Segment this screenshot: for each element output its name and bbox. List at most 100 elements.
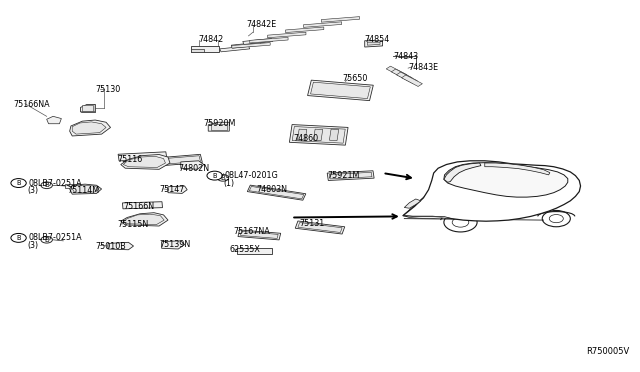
Polygon shape xyxy=(72,122,106,134)
Polygon shape xyxy=(310,82,371,99)
Polygon shape xyxy=(83,105,93,111)
Polygon shape xyxy=(327,171,374,180)
Text: 74860: 74860 xyxy=(293,134,318,143)
Text: 75130: 75130 xyxy=(95,85,120,94)
Text: 75139N: 75139N xyxy=(159,240,190,249)
Polygon shape xyxy=(237,248,273,254)
Polygon shape xyxy=(191,49,204,52)
Text: 75114M: 75114M xyxy=(68,186,100,195)
Text: 75920M: 75920M xyxy=(204,119,236,128)
Text: 08LB7-0251A: 08LB7-0251A xyxy=(28,179,82,187)
Text: 75650: 75650 xyxy=(342,74,368,83)
Polygon shape xyxy=(208,122,229,131)
Polygon shape xyxy=(484,163,550,175)
Text: 08LB7-0251A: 08LB7-0251A xyxy=(28,233,82,243)
Polygon shape xyxy=(250,186,304,199)
Polygon shape xyxy=(250,37,288,43)
Polygon shape xyxy=(444,163,568,197)
Text: R750005V: R750005V xyxy=(586,347,630,356)
Text: 74843E: 74843E xyxy=(408,63,438,72)
Polygon shape xyxy=(161,156,200,164)
Text: B: B xyxy=(221,175,225,181)
Polygon shape xyxy=(386,66,407,78)
Polygon shape xyxy=(365,41,383,47)
Text: B: B xyxy=(44,182,49,188)
Polygon shape xyxy=(403,161,580,221)
Polygon shape xyxy=(47,116,61,124)
Polygon shape xyxy=(180,161,204,169)
Polygon shape xyxy=(396,72,417,83)
Polygon shape xyxy=(124,156,166,167)
Polygon shape xyxy=(444,163,481,182)
Text: 08L47-0201G: 08L47-0201G xyxy=(224,171,278,180)
Polygon shape xyxy=(220,46,250,52)
Polygon shape xyxy=(268,32,306,38)
Text: 75010B: 75010B xyxy=(95,241,126,250)
Polygon shape xyxy=(285,27,324,33)
Text: 74803N: 74803N xyxy=(256,185,287,194)
Circle shape xyxy=(11,234,26,242)
Circle shape xyxy=(41,182,52,189)
Polygon shape xyxy=(159,154,202,166)
Polygon shape xyxy=(367,42,380,45)
Circle shape xyxy=(11,179,26,187)
Text: (1): (1) xyxy=(223,179,235,187)
Polygon shape xyxy=(121,154,170,169)
Polygon shape xyxy=(124,214,164,225)
Polygon shape xyxy=(330,129,339,141)
Polygon shape xyxy=(295,221,345,234)
Polygon shape xyxy=(70,120,111,136)
Polygon shape xyxy=(70,184,102,194)
Text: 74802N: 74802N xyxy=(178,164,209,173)
Polygon shape xyxy=(72,185,99,193)
Polygon shape xyxy=(247,185,306,200)
Text: B: B xyxy=(17,180,21,186)
Polygon shape xyxy=(308,80,373,100)
Polygon shape xyxy=(292,126,345,143)
Polygon shape xyxy=(403,216,452,219)
Text: B: B xyxy=(17,235,21,241)
Text: 74842E: 74842E xyxy=(246,20,277,29)
Polygon shape xyxy=(303,22,342,28)
Text: 75116: 75116 xyxy=(117,155,142,164)
Text: 75166N: 75166N xyxy=(124,202,154,211)
Polygon shape xyxy=(168,186,187,193)
Polygon shape xyxy=(321,17,360,22)
Text: 74842: 74842 xyxy=(198,35,224,44)
Circle shape xyxy=(217,174,228,181)
Text: 75921M: 75921M xyxy=(328,171,360,180)
Polygon shape xyxy=(65,184,76,188)
Text: B: B xyxy=(44,237,49,243)
Circle shape xyxy=(207,171,222,180)
Text: 74843: 74843 xyxy=(394,52,419,61)
Polygon shape xyxy=(162,241,184,249)
Polygon shape xyxy=(81,105,95,112)
Polygon shape xyxy=(330,172,372,179)
Polygon shape xyxy=(314,129,323,141)
Polygon shape xyxy=(191,46,219,52)
Text: 62535X: 62535X xyxy=(229,245,260,254)
Polygon shape xyxy=(121,213,168,226)
Text: (3): (3) xyxy=(28,186,38,195)
Polygon shape xyxy=(404,199,421,208)
Circle shape xyxy=(41,236,52,243)
Polygon shape xyxy=(298,222,342,232)
Text: 74854: 74854 xyxy=(365,35,390,44)
Polygon shape xyxy=(108,242,134,250)
Text: 75115N: 75115N xyxy=(117,221,148,230)
Polygon shape xyxy=(241,231,278,238)
Polygon shape xyxy=(232,42,270,48)
Text: 75147: 75147 xyxy=(159,185,184,194)
Text: 75167NA: 75167NA xyxy=(234,227,271,236)
Polygon shape xyxy=(211,124,227,131)
Polygon shape xyxy=(391,69,412,80)
Polygon shape xyxy=(238,230,281,240)
Polygon shape xyxy=(401,75,422,86)
Polygon shape xyxy=(122,202,163,209)
Text: B: B xyxy=(212,173,217,179)
Text: (3): (3) xyxy=(28,241,38,250)
Polygon shape xyxy=(118,152,167,161)
Text: 75131: 75131 xyxy=(300,219,325,228)
Polygon shape xyxy=(243,38,273,44)
Text: 75166NA: 75166NA xyxy=(13,100,50,109)
